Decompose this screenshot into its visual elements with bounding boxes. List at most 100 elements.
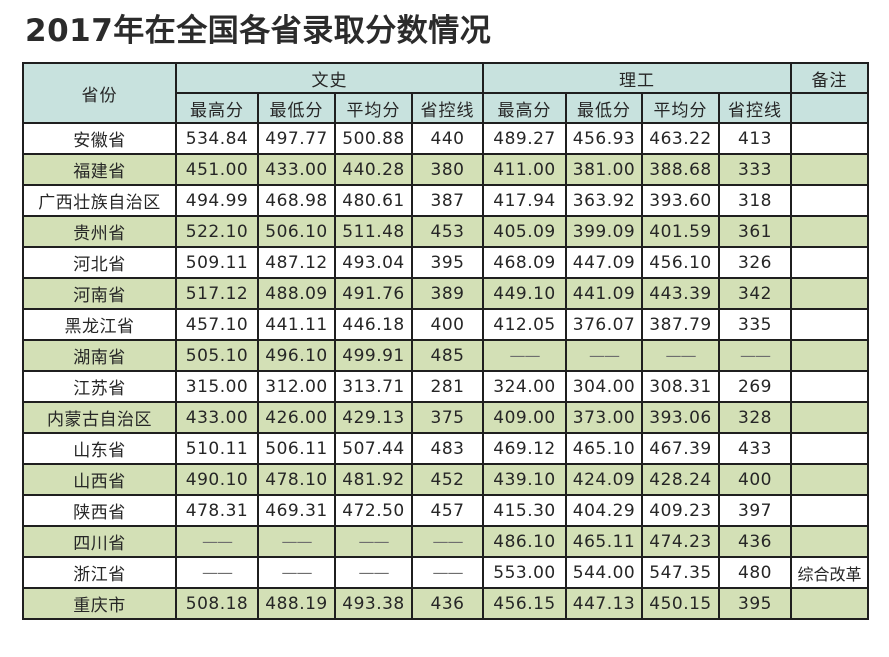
table-row: 浙江省 —— —— —— —— 553.00 544.00 547.35 480… [22, 556, 869, 589]
ligong-avg-cell: 450.15 [641, 587, 720, 620]
ligong-min-cell: 399.09 [565, 215, 643, 248]
ligong-cutoff-cell: 433 [718, 432, 792, 465]
ligong-max-cell: 439.10 [482, 463, 567, 496]
ligong-min-cell: 404.29 [565, 494, 643, 527]
remark-cell [790, 463, 869, 496]
ligong-min-cell: 363.92 [565, 184, 643, 217]
wenshi-avg-cell: 500.88 [334, 122, 413, 155]
ligong-cutoff-cell: 335 [718, 308, 792, 341]
table-row: 广西壮族自治区 494.99 468.98 480.61 387 417.94 … [22, 184, 869, 217]
wenshi-min-cell: 497.77 [257, 122, 336, 155]
col-header-ligong-cutoff: 省控线 [718, 92, 792, 124]
ligong-avg-cell: —— [641, 339, 720, 372]
wenshi-max-cell: 457.10 [175, 308, 259, 341]
wenshi-max-cell: 509.11 [175, 246, 259, 279]
ligong-min-cell: 381.00 [565, 153, 643, 186]
wenshi-max-cell: 522.10 [175, 215, 259, 248]
remark-cell [790, 246, 869, 279]
col-header-ligong-max: 最高分 [482, 92, 567, 124]
province-cell: 福建省 [22, 153, 177, 186]
ligong-avg-cell: 388.68 [641, 153, 720, 186]
table-row: 重庆市 508.18 488.19 493.38 436 456.15 447.… [22, 587, 869, 620]
ligong-min-cell: 447.13 [565, 587, 643, 620]
wenshi-max-cell: —— [175, 556, 259, 589]
ligong-max-cell: 405.09 [482, 215, 567, 248]
wenshi-min-cell: 441.11 [257, 308, 336, 341]
col-header-province: 省份 [22, 62, 177, 124]
header-row-groups: 省份 文史 理工 备注 [22, 62, 869, 124]
wenshi-cutoff-cell: 395 [411, 246, 484, 279]
province-cell: 河北省 [22, 246, 177, 279]
ligong-avg-cell: 443.39 [641, 277, 720, 310]
scores-table: 省份 文史 理工 备注 最高分 最低分 平均分 省控线 最高分 最低分 平均分 … [22, 62, 869, 620]
wenshi-min-cell: 469.31 [257, 494, 336, 527]
wenshi-cutoff-cell: 457 [411, 494, 484, 527]
table-row: 江苏省 315.00 312.00 313.71 281 324.00 304.… [22, 370, 869, 403]
col-group-ligong: 理工 [482, 62, 792, 94]
ligong-cutoff-cell: 269 [718, 370, 792, 403]
wenshi-cutoff-cell: 440 [411, 122, 484, 155]
wenshi-cutoff-cell: 387 [411, 184, 484, 217]
wenshi-avg-cell: 499.91 [334, 339, 413, 372]
ligong-cutoff-cell: 328 [718, 401, 792, 434]
table-row: 四川省 —— —— —— —— 486.10 465.11 474.23 436 [22, 525, 869, 558]
col-group-wenshi: 文史 [175, 62, 484, 94]
wenshi-max-cell: 451.00 [175, 153, 259, 186]
ligong-cutoff-cell: 480 [718, 556, 792, 589]
ligong-min-cell: 465.10 [565, 432, 643, 465]
ligong-min-cell: 465.11 [565, 525, 643, 558]
table-row: 山西省 490.10 478.10 481.92 452 439.10 424.… [22, 463, 869, 496]
table-row: 福建省 451.00 433.00 440.28 380 411.00 381.… [22, 153, 869, 186]
ligong-avg-cell: 456.10 [641, 246, 720, 279]
ligong-max-cell: 469.12 [482, 432, 567, 465]
table-row: 黑龙江省 457.10 441.11 446.18 400 412.05 376… [22, 308, 869, 341]
ligong-avg-cell: 401.59 [641, 215, 720, 248]
remark-cell [790, 339, 869, 372]
table-row: 湖南省 505.10 496.10 499.91 485 —— —— —— —— [22, 339, 869, 372]
ligong-avg-cell: 308.31 [641, 370, 720, 403]
ligong-max-cell: 553.00 [482, 556, 567, 589]
province-cell: 河南省 [22, 277, 177, 310]
wenshi-cutoff-cell: 485 [411, 339, 484, 372]
wenshi-min-cell: 433.00 [257, 153, 336, 186]
col-header-ligong-avg: 平均分 [641, 92, 720, 124]
province-cell: 山西省 [22, 463, 177, 496]
ligong-max-cell: 415.30 [482, 494, 567, 527]
ligong-max-cell: 411.00 [482, 153, 567, 186]
wenshi-avg-cell: 446.18 [334, 308, 413, 341]
wenshi-avg-cell: 480.61 [334, 184, 413, 217]
table-row: 山东省 510.11 506.11 507.44 483 469.12 465.… [22, 432, 869, 465]
ligong-min-cell: 304.00 [565, 370, 643, 403]
wenshi-max-cell: —— [175, 525, 259, 558]
wenshi-avg-cell: 313.71 [334, 370, 413, 403]
ligong-max-cell: 468.09 [482, 246, 567, 279]
wenshi-avg-cell: 507.44 [334, 432, 413, 465]
wenshi-min-cell: 426.00 [257, 401, 336, 434]
wenshi-avg-cell: —— [334, 556, 413, 589]
ligong-max-cell: 489.27 [482, 122, 567, 155]
ligong-max-cell: —— [482, 339, 567, 372]
ligong-avg-cell: 547.35 [641, 556, 720, 589]
remark-cell: 综合改革 [790, 556, 869, 589]
col-header-wenshi-min: 最低分 [257, 92, 336, 124]
ligong-avg-cell: 393.60 [641, 184, 720, 217]
ligong-cutoff-cell: 342 [718, 277, 792, 310]
province-cell: 陕西省 [22, 494, 177, 527]
wenshi-cutoff-cell: 389 [411, 277, 484, 310]
col-header-remark-empty [790, 92, 869, 124]
wenshi-cutoff-cell: 436 [411, 587, 484, 620]
ligong-avg-cell: 428.24 [641, 463, 720, 496]
wenshi-min-cell: 488.19 [257, 587, 336, 620]
wenshi-max-cell: 508.18 [175, 587, 259, 620]
ligong-cutoff-cell: 318 [718, 184, 792, 217]
wenshi-avg-cell: 429.13 [334, 401, 413, 434]
page-title: 2017年在全国各省录取分数情况 [25, 13, 492, 49]
ligong-avg-cell: 393.06 [641, 401, 720, 434]
wenshi-min-cell: 506.11 [257, 432, 336, 465]
wenshi-cutoff-cell: —— [411, 525, 484, 558]
col-header-wenshi-max: 最高分 [175, 92, 259, 124]
wenshi-cutoff-cell: 375 [411, 401, 484, 434]
wenshi-min-cell: 506.10 [257, 215, 336, 248]
ligong-max-cell: 409.00 [482, 401, 567, 434]
ligong-avg-cell: 409.23 [641, 494, 720, 527]
